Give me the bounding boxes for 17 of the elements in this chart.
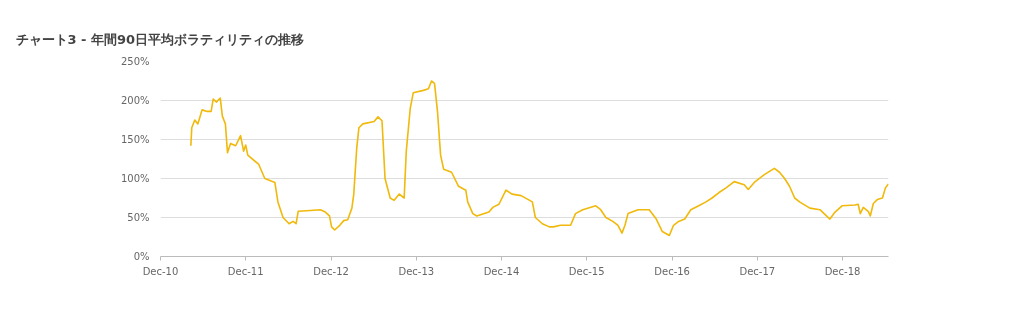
x-tick-label: Dec-14 [483, 265, 520, 277]
chart-title: チャート3 - 年間90日平均ボラティリティの推移 [15, 31, 305, 47]
y-tick-label: 100% [120, 173, 150, 184]
y-tick-label: 50% [127, 212, 150, 223]
x-tick-label: Dec-12 [313, 265, 349, 277]
x-tick-label: Dec-15 [568, 265, 605, 277]
x-tick-label: Dec-10 [142, 265, 179, 277]
x-tick-label: Dec-13 [398, 265, 435, 277]
line-series [190, 80, 889, 237]
y-tick-label: 0% [133, 251, 150, 262]
x-tick-label: Dec-11 [227, 265, 264, 277]
y-tick-label: 250% [120, 56, 150, 67]
y-tick-label: 200% [120, 95, 150, 106]
x-tick-label: Dec-17 [739, 265, 776, 277]
x-tick-label: Dec-18 [824, 265, 861, 277]
y-tick-label: 150% [120, 134, 150, 145]
x-tick-label: Dec-16 [654, 265, 690, 277]
